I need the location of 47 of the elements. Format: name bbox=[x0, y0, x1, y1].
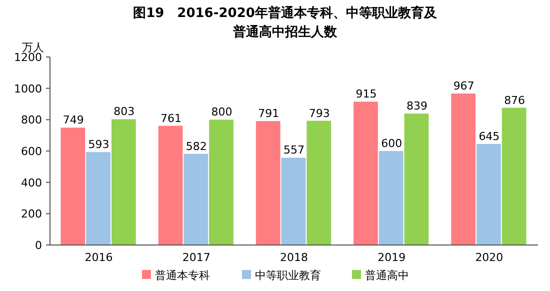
data-label: 593 bbox=[88, 138, 110, 152]
y-tick-label: 0 bbox=[35, 239, 42, 252]
bar bbox=[256, 121, 280, 245]
legend-label: 普通本专科 bbox=[155, 269, 210, 282]
data-label: 839 bbox=[406, 100, 428, 113]
data-label: 600 bbox=[381, 137, 402, 150]
data-label: 749 bbox=[62, 114, 84, 127]
y-axis-title: 万人 bbox=[22, 41, 44, 54]
x-tick-label: 2020 bbox=[475, 251, 504, 264]
bar bbox=[378, 151, 404, 245]
data-label: 800 bbox=[211, 106, 232, 119]
bar bbox=[476, 144, 501, 245]
y-tick-label: 600 bbox=[21, 145, 42, 158]
x-tick-label: 2016 bbox=[84, 251, 113, 264]
bar bbox=[281, 158, 306, 245]
x-tick-label: 2018 bbox=[280, 251, 308, 264]
bar bbox=[111, 119, 136, 245]
x-tick-label: 2017 bbox=[182, 251, 210, 264]
y-tick-label: 1200 bbox=[14, 51, 42, 64]
data-label: 876 bbox=[504, 94, 526, 107]
data-label: 803 bbox=[114, 105, 135, 118]
data-label: 793 bbox=[308, 106, 330, 120]
data-label: 582 bbox=[186, 140, 207, 153]
bar bbox=[354, 102, 378, 245]
bar bbox=[209, 120, 234, 245]
bar bbox=[86, 152, 110, 245]
data-label: 791 bbox=[258, 107, 280, 120]
data-label: 967 bbox=[453, 80, 474, 93]
data-label: 761 bbox=[160, 112, 182, 125]
y-tick-label: 400 bbox=[21, 176, 42, 190]
y-tick-label: 800 bbox=[21, 114, 42, 127]
y-tick-label: 1000 bbox=[14, 82, 42, 96]
data-label: 915 bbox=[356, 88, 377, 101]
bar bbox=[451, 94, 476, 245]
y-tick-label: 200 bbox=[21, 208, 42, 221]
chart-title: 图19 2016-2020年普通本专科、中等职业教育及普通高中招生人数 bbox=[133, 5, 438, 40]
bar bbox=[184, 154, 208, 245]
x-tick-label: 2019 bbox=[378, 251, 406, 264]
bar bbox=[502, 108, 526, 245]
bar bbox=[60, 128, 86, 245]
data-label: 645 bbox=[478, 130, 500, 143]
bar bbox=[306, 120, 332, 245]
legend-label: 普通高中 bbox=[365, 269, 409, 282]
bar bbox=[158, 126, 183, 245]
legend-label: 中等职业教育 bbox=[255, 269, 321, 282]
data-label: 557 bbox=[284, 144, 304, 157]
bar bbox=[404, 114, 429, 245]
